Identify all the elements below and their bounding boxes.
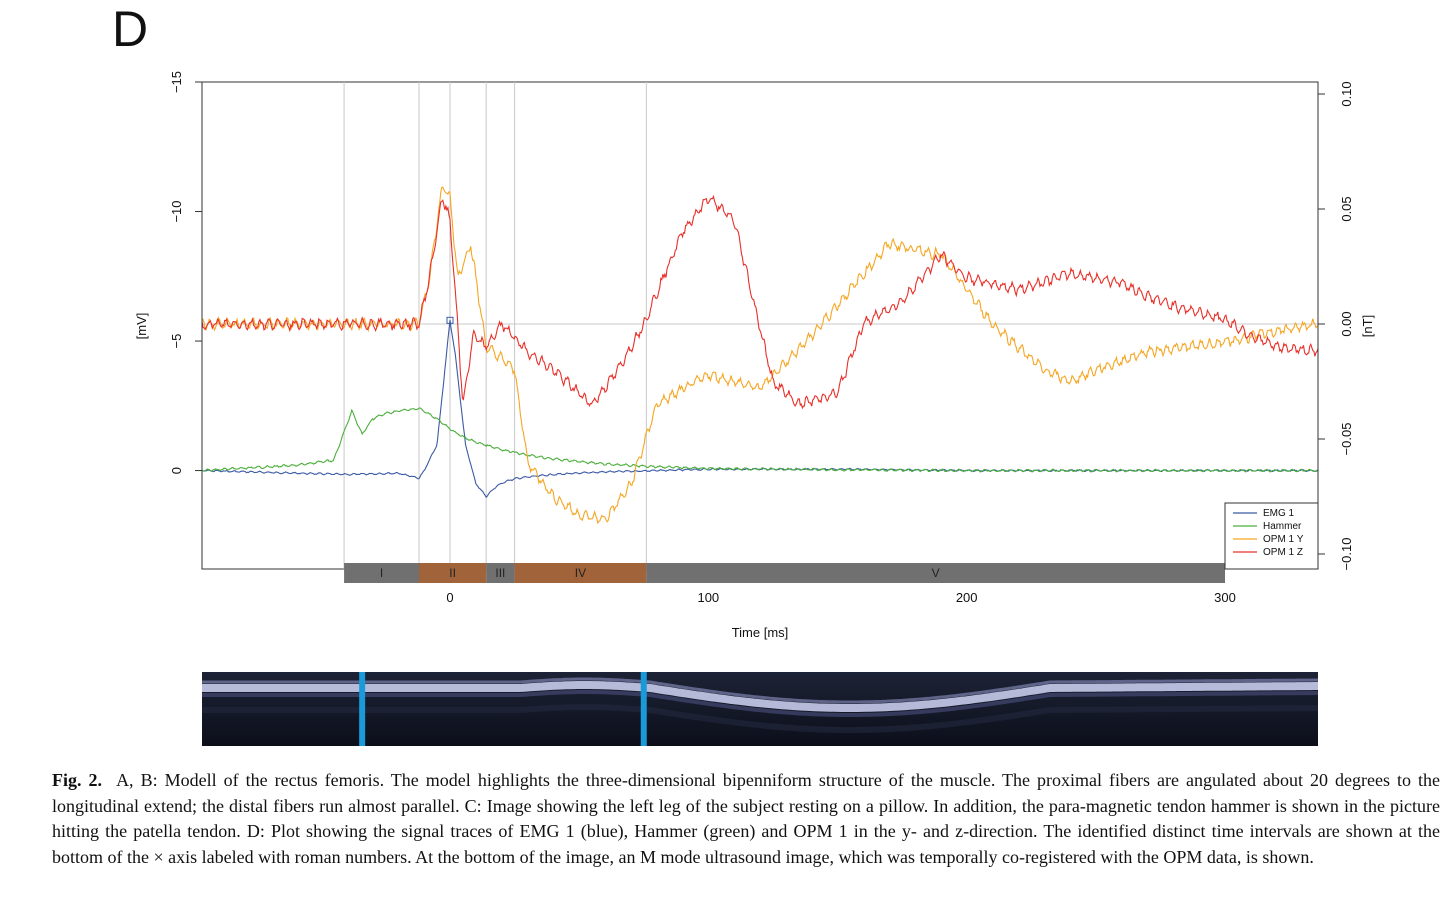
legend-box <box>1224 502 1319 570</box>
interval-label-III: III <box>495 566 505 580</box>
legend-entry-3: OPM 1 Z <box>1263 547 1303 558</box>
ultrasound-upper-band <box>202 677 1318 704</box>
ultrasound-lower-band <box>202 690 1318 717</box>
interval-II <box>419 563 487 583</box>
x-tick-label-2: 200 <box>956 590 978 605</box>
legend-entry-1: Hammer <box>1263 521 1302 532</box>
ultrasound-deep-band <box>202 704 1318 733</box>
x-tick-label-1: 100 <box>697 590 719 605</box>
left-tick-label-0: −15 <box>169 71 184 93</box>
interval-I <box>344 563 419 583</box>
right-tick-label-4: −0.10 <box>1339 538 1354 571</box>
left-tick-label-1: −10 <box>169 200 184 222</box>
series-layer <box>201 186 1319 525</box>
plot-frame <box>201 81 1319 570</box>
y-axis-title-right: [nT] <box>1360 315 1375 337</box>
right-tick-label-2: 0.00 <box>1339 311 1354 336</box>
interval-label-V: V <box>932 566 940 580</box>
ultrasound-marker-1 <box>640 672 647 746</box>
interval-V <box>646 563 1225 583</box>
chart: I II III IV V −15−10−50 0.100.050.00−0.05−0.… <box>134 71 1375 746</box>
emg-peak-marker <box>446 316 454 324</box>
figure-caption: Fig. 2. A, B: Modell of the rectus femor… <box>52 768 1440 870</box>
legend-entry-2: OPM 1 Y <box>1263 534 1304 545</box>
x-tick-label-0: 0 <box>446 590 453 605</box>
interval-label-II: II <box>449 566 456 580</box>
x-tick-label-3: 300 <box>1214 590 1236 605</box>
x-axis-title: Time [ms] <box>732 625 789 640</box>
series-opm-1-z <box>201 194 1319 410</box>
series-hammer <box>201 407 1319 473</box>
panel-letter: D <box>112 1 149 57</box>
series-opm-1-y <box>201 186 1319 525</box>
interval-III <box>486 563 515 583</box>
right-tick-label-3: −0.05 <box>1339 423 1354 456</box>
left-axis: −15 −10 −5 0 <box>169 71 203 474</box>
ultrasound-marker-0 <box>359 672 366 746</box>
bottom-axis: 0 100 200 300 <box>446 590 1235 605</box>
right-axis: 0.10 0.05 0.00 −0.05 −0.10 <box>1317 81 1354 571</box>
caption-label: Fig. 2. <box>52 770 103 790</box>
caption-text: A, B: Modell of the rectus femoris. The … <box>52 770 1441 867</box>
interval-bar: I II III IV V <box>344 563 1225 583</box>
ultrasound-image <box>202 672 1318 746</box>
left-tick-label-3: 0 <box>169 467 184 474</box>
right-tick-label-0: 0.10 <box>1339 81 1354 106</box>
y-axis-title-left: [mV] <box>134 313 149 340</box>
legend: EMG 1 Hammer OPM 1 Y OPM 1 Z <box>1224 502 1319 570</box>
interval-IV <box>514 563 647 583</box>
ultrasound-bright-band <box>202 681 1318 712</box>
interval-label-I: I <box>380 566 383 580</box>
interval-label-IV: IV <box>575 566 586 580</box>
right-tick-label-1: 0.05 <box>1339 196 1354 221</box>
legend-entry-0: EMG 1 <box>1263 508 1295 519</box>
left-tick-label-2: −5 <box>169 334 184 349</box>
